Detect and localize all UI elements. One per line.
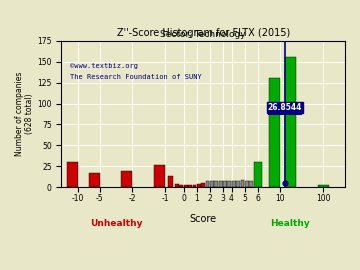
Bar — [232, 181, 236, 187]
Title: Z''-Score Histogram for FLTX (2015): Z''-Score Histogram for FLTX (2015) — [117, 29, 290, 39]
Bar — [89, 173, 100, 187]
Text: ©www.textbiz.org: ©www.textbiz.org — [70, 63, 138, 69]
Bar — [245, 181, 249, 187]
Bar — [210, 181, 214, 187]
Text: Sector: Technology: Sector: Technology — [161, 30, 246, 39]
Bar — [67, 162, 78, 187]
Bar — [197, 184, 201, 187]
Bar — [184, 185, 188, 187]
Bar — [168, 177, 173, 187]
Bar — [188, 185, 192, 187]
Bar — [318, 185, 329, 187]
Bar — [269, 78, 280, 187]
Bar — [240, 180, 244, 187]
Bar — [180, 185, 183, 187]
Text: Unhealthy: Unhealthy — [90, 219, 142, 228]
Bar — [254, 162, 262, 187]
Bar — [285, 58, 296, 187]
Bar — [175, 184, 179, 187]
X-axis label: Score: Score — [190, 214, 217, 224]
Y-axis label: Number of companies
(628 total): Number of companies (628 total) — [15, 72, 35, 156]
Bar — [228, 181, 231, 187]
Bar — [154, 165, 165, 187]
Bar — [236, 181, 240, 187]
Bar — [121, 171, 132, 187]
Text: Healthy: Healthy — [271, 219, 310, 228]
Bar — [219, 181, 222, 187]
Text: 26.8544: 26.8544 — [268, 103, 302, 112]
Bar — [249, 181, 253, 187]
Bar — [206, 181, 210, 187]
Bar — [215, 181, 218, 187]
Text: The Research Foundation of SUNY: The Research Foundation of SUNY — [70, 75, 202, 80]
Bar — [193, 185, 197, 187]
Bar — [201, 183, 205, 187]
Bar — [223, 181, 227, 187]
